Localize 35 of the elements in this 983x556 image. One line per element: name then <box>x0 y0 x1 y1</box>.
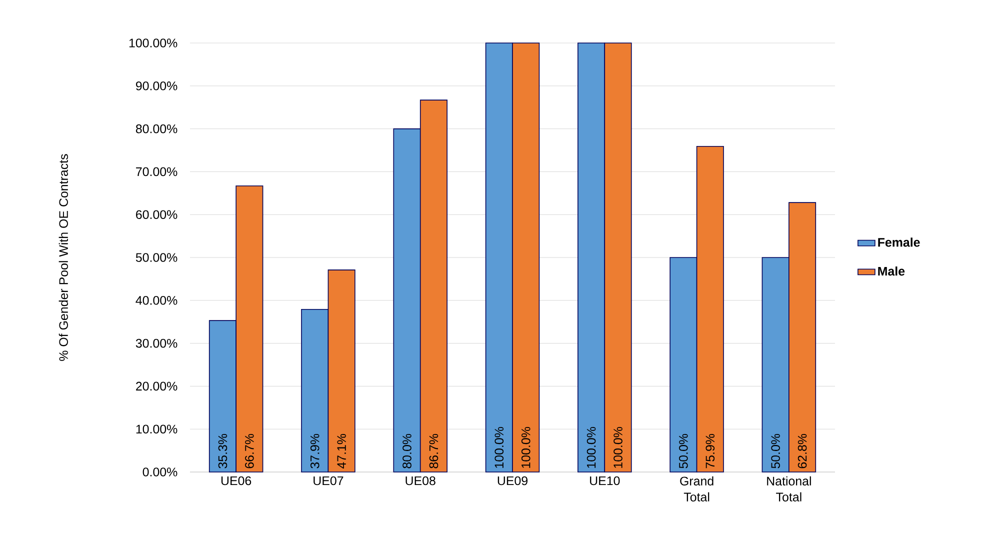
x-tick-label: UE09 <box>498 476 528 486</box>
data-label: 35.3% <box>218 434 228 468</box>
data-label: 100.0% <box>614 427 622 468</box>
data-label: 37.9% <box>310 434 320 468</box>
y-tick-label: 70.00% <box>136 167 178 176</box>
data-label: 100.0% <box>586 427 596 468</box>
data-label: 80.0% <box>402 434 412 468</box>
y-axis-title: % Of Gender Pool With OE Contracts <box>58 154 68 361</box>
x-tick-label: UE08 <box>406 476 436 486</box>
data-label: 100.0% <box>521 427 530 468</box>
y-tick-label: 60.00% <box>136 210 178 220</box>
y-tick-label: 30.00% <box>136 338 178 348</box>
data-label: 66.7% <box>245 434 254 468</box>
data-label: 50.0% <box>679 434 688 468</box>
legend-label: Male <box>878 266 905 276</box>
y-tick-label: 100.00% <box>129 38 178 48</box>
x-tick-label: Grand Total <box>680 476 714 502</box>
data-label: 86.7% <box>429 434 438 468</box>
y-tick-label: 10.00% <box>136 424 178 434</box>
x-tick-label: UE10 <box>590 476 620 486</box>
data-label: 100.0% <box>494 427 504 468</box>
data-label: 62.8% <box>798 434 807 468</box>
y-tick-label: 90.00% <box>136 81 178 90</box>
data-label: 50.0% <box>771 434 780 468</box>
y-tick-label: 50.00% <box>136 253 178 262</box>
legend-label: Female <box>878 238 920 247</box>
y-tick-label: 0.00% <box>142 468 178 476</box>
y-tick-label: 80.00% <box>136 124 178 134</box>
y-tick-label: 20.00% <box>136 382 178 391</box>
x-tick-label: UE07 <box>314 476 344 486</box>
x-tick-label: UE06 <box>221 476 252 486</box>
data-label: 47.1% <box>337 434 346 469</box>
data-label: 75.9% <box>706 434 715 468</box>
y-tick-label: 40.00% <box>136 296 178 305</box>
x-tick-label: National Total <box>767 476 811 502</box>
